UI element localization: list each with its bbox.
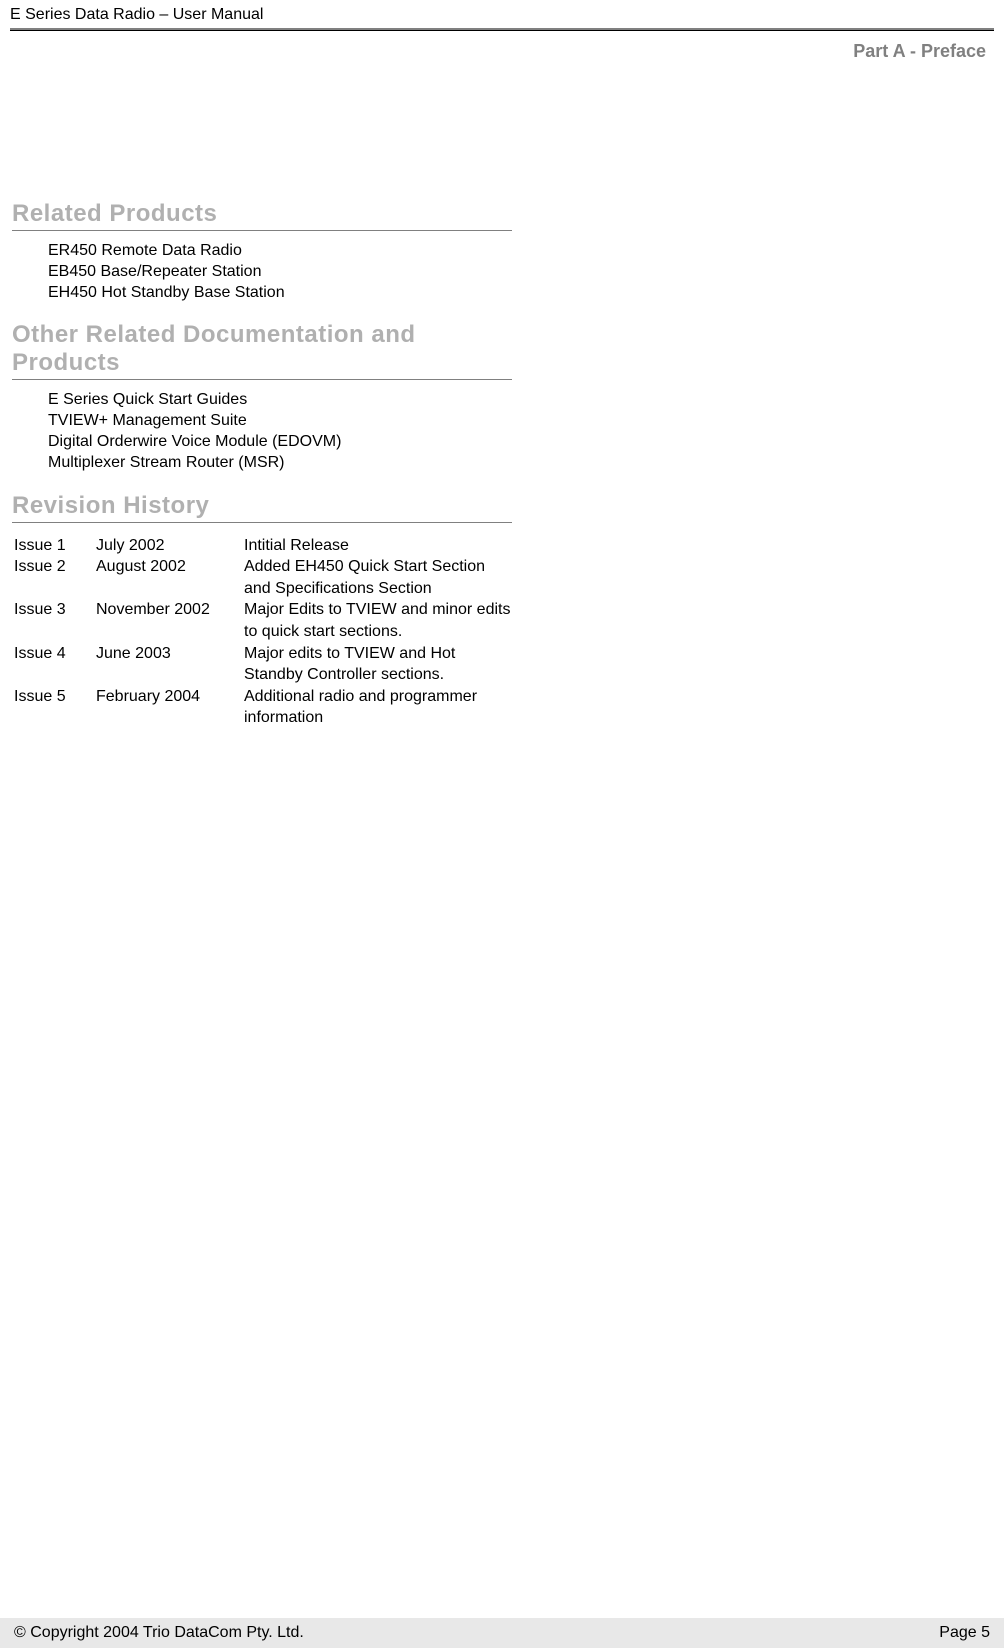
page-footer: © Copyright 2004 Trio DataCom Pty. Ltd. … xyxy=(0,1618,1004,1648)
list-item: TVIEW+ Management Suite xyxy=(48,411,520,432)
rev-date: June 2003 xyxy=(96,643,244,665)
table-row: Issue 1 July 2002 Intitial Release xyxy=(14,535,520,557)
rev-issue: Issue 3 xyxy=(14,599,96,621)
header-title: E Series Data Radio – User Manual xyxy=(10,6,263,23)
rev-date: August 2002 xyxy=(96,556,244,578)
page-header: E Series Data Radio – User Manual xyxy=(0,0,1004,28)
related-products-list: ER450 Remote Data Radio EB450 Base/Repea… xyxy=(12,241,520,303)
other-related-list: E Series Quick Start Guides TVIEW+ Manag… xyxy=(12,390,520,473)
list-item: Digital Orderwire Voice Module (EDOVM) xyxy=(48,432,520,453)
heading-other-related: Other Related Documentation and Products xyxy=(12,321,512,380)
footer-page: Page 5 xyxy=(939,1624,990,1642)
footer-copyright: © Copyright 2004 Trio DataCom Pty. Ltd. xyxy=(14,1624,304,1642)
table-row: Issue 3 November 2002 Major Edits to TVI… xyxy=(14,599,520,642)
heading-revision-history: Revision History xyxy=(12,492,512,523)
rev-issue: Issue 2 xyxy=(14,556,96,578)
list-item: E Series Quick Start Guides xyxy=(48,390,520,411)
rev-desc: Intitial Release xyxy=(244,535,514,557)
main-content: Related Products ER450 Remote Data Radio… xyxy=(0,62,520,729)
section-label: Part A - Preface xyxy=(0,31,1004,62)
heading-related-products: Related Products xyxy=(12,200,512,231)
rev-issue: Issue 4 xyxy=(14,643,96,665)
rev-date: July 2002 xyxy=(96,535,244,557)
list-item: ER450 Remote Data Radio xyxy=(48,241,520,262)
list-item: EB450 Base/Repeater Station xyxy=(48,262,520,283)
list-item: EH450 Hot Standby Base Station xyxy=(48,283,520,304)
rev-date: February 2004 xyxy=(96,686,244,708)
table-row: Issue 5 February 2004 Additional radio a… xyxy=(14,686,520,729)
rev-desc: Major edits to TVIEW and Hot Standby Con… xyxy=(244,643,514,686)
rev-desc: Added EH450 Quick Start Section and Spec… xyxy=(244,556,514,599)
rev-issue: Issue 1 xyxy=(14,535,96,557)
rev-issue: Issue 5 xyxy=(14,686,96,708)
list-item: Multiplexer Stream Router (MSR) xyxy=(48,453,520,474)
rev-desc: Major Edits to TVIEW and minor edits to … xyxy=(244,599,514,642)
table-row: Issue 2 August 2002 Added EH450 Quick St… xyxy=(14,556,520,599)
rev-desc: Additional radio and programmer informat… xyxy=(244,686,514,729)
rev-date: November 2002 xyxy=(96,599,244,621)
table-row: Issue 4 June 2003 Major edits to TVIEW a… xyxy=(14,643,520,686)
revision-history-table: Issue 1 July 2002 Intitial Release Issue… xyxy=(12,533,520,729)
